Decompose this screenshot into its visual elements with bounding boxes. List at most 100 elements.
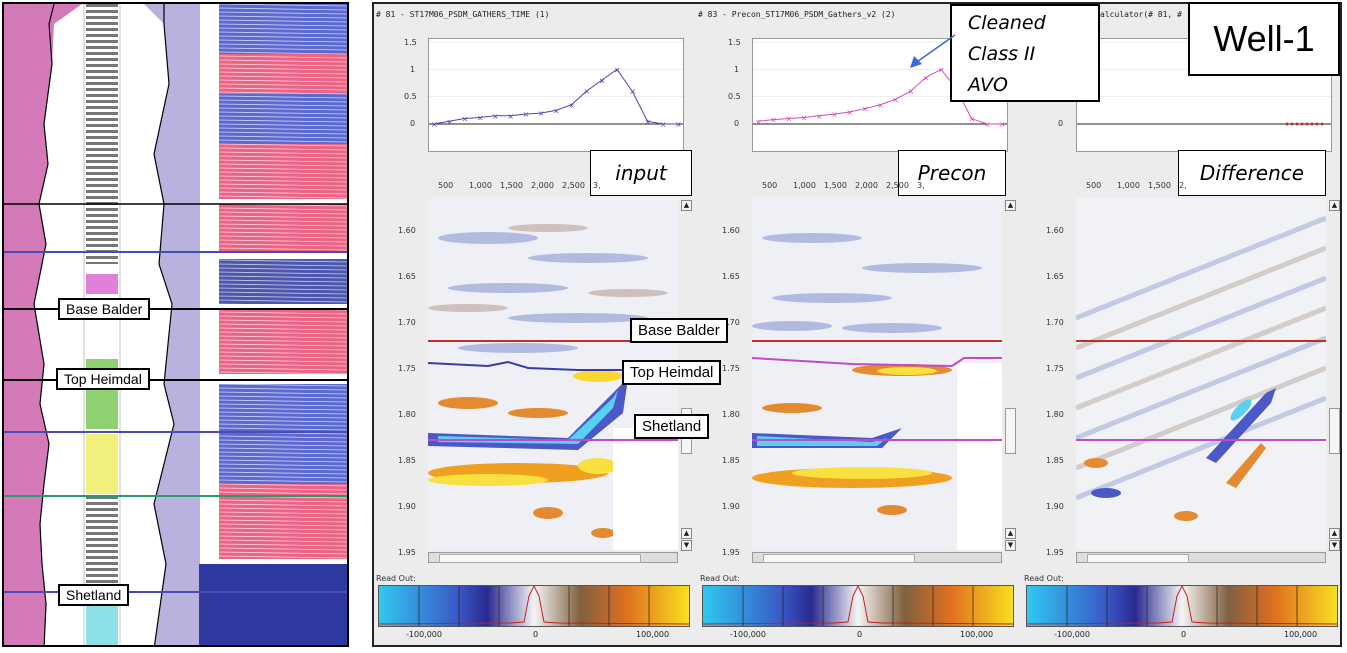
wiggle-trace [218, 179, 347, 183]
wiggle-trace [218, 63, 347, 67]
time-tick: 1.60 [722, 226, 740, 235]
wiggle-trace [218, 523, 347, 527]
avo-series-line [433, 68, 678, 125]
wiggle-trace [218, 23, 347, 27]
data-point: × [923, 74, 930, 83]
data-point: × [877, 101, 884, 110]
horizontal-scrollbar-thumb[interactable] [763, 554, 915, 563]
wiggle-trace [218, 535, 347, 539]
time-tick: 1.75 [1046, 364, 1064, 373]
wiggle-trace [218, 371, 347, 375]
wiggle-trace [218, 147, 347, 151]
vertical-scrollbar-thumb[interactable] [1329, 408, 1340, 454]
colorbar-wavelet [378, 584, 690, 626]
colorbar[interactable] [1026, 584, 1338, 627]
wiggle-trace [218, 183, 347, 187]
readout-label: Read Out: [700, 574, 740, 583]
horizontal-scrollbar[interactable] [1076, 552, 1326, 563]
offset-tick: 2,000 [855, 181, 878, 190]
wiggle-trace [218, 235, 347, 239]
wiggle-trace [218, 295, 347, 299]
scroll-down-button[interactable]: ▲ [1005, 528, 1016, 539]
colorbar-tick: -100,000 [730, 630, 766, 639]
wiggle-trace [218, 311, 347, 315]
time-tick: 1.95 [1046, 548, 1064, 557]
wiggle-trace [218, 387, 347, 391]
wiggle-trace [218, 227, 347, 231]
wiggle-trace [218, 487, 347, 491]
wiggle-trace [218, 123, 347, 127]
wiggle-trace [218, 127, 347, 131]
seismic-label-top-heimdal: Top Heimdal [622, 360, 722, 385]
wiggle-trace [218, 427, 347, 431]
horizontal-scrollbar-thumb[interactable] [439, 554, 641, 563]
wiggle-trace [218, 135, 347, 139]
readout-label: Read Out: [376, 574, 416, 583]
scroll-up-button[interactable]: ▲ [1329, 200, 1340, 211]
colorbar-tick: 100,000 [636, 630, 670, 639]
wiggle-trace [218, 275, 347, 279]
offset-tick: 2,000 [531, 181, 554, 190]
scroll-down-button[interactable]: ▼ [1005, 540, 1016, 551]
seismic-image-difference [1076, 198, 1326, 550]
wiggle-trace [218, 551, 347, 555]
data-point [1285, 122, 1289, 126]
scroll-up-button[interactable]: ▲ [1005, 200, 1016, 211]
amplitude-tick: 1.5 [728, 38, 741, 47]
wiggle-trace [218, 187, 347, 191]
data-point [1320, 122, 1324, 126]
scroll-down-button[interactable]: ▲ [681, 528, 692, 539]
scroll-down-button[interactable]: ▲ [1329, 528, 1340, 539]
colorbar[interactable] [378, 584, 690, 627]
vertical-scrollbar-thumb[interactable] [1005, 408, 1016, 454]
gather-title-input: # 81 - ST17M06_PSDM_GATHERS_TIME (1) [376, 10, 550, 19]
data-point: × [553, 106, 560, 115]
wiggle-trace [218, 171, 347, 175]
wiggle-trace [218, 443, 347, 447]
scroll-down-button[interactable]: ▼ [1329, 540, 1340, 551]
wiggle-trace [218, 475, 347, 479]
avo-curve-input: × × × × × × × × × × × × × × × × × [429, 41, 683, 129]
time-tick: 1.80 [398, 410, 416, 419]
wiggle-trace [218, 195, 347, 199]
scroll-down-button[interactable]: ▼ [681, 540, 692, 551]
wiggle-trace [218, 343, 347, 347]
seismic-section-difference[interactable] [1076, 198, 1326, 550]
wiggle-trace [218, 559, 347, 563]
wiggle-trace [218, 411, 347, 415]
readout-label: Read Out: [1024, 574, 1064, 583]
amplitude-tick: 1 [410, 65, 416, 74]
time-tick: 1.90 [722, 502, 740, 511]
wiggle-trace [218, 151, 347, 155]
wiggle-trace [218, 355, 347, 359]
wiggle-trace [218, 359, 347, 363]
wiggle-trace [218, 283, 347, 287]
wiggle-trace [218, 395, 347, 399]
data-point: × [599, 76, 606, 85]
horizontal-scrollbar-thumb[interactable] [1087, 554, 1189, 563]
offset-tick: 1,500 [1148, 181, 1171, 190]
data-point: × [847, 108, 854, 117]
offset-tick: 2, [1179, 181, 1187, 190]
colorbar[interactable] [702, 584, 1014, 627]
wiggle-trace [218, 7, 347, 11]
seismic-section-precon[interactable] [752, 198, 1002, 550]
horizontal-scrollbar[interactable] [752, 552, 1002, 563]
wiggle-trace [218, 231, 347, 235]
wiggle-trace [218, 455, 347, 459]
annotation-line: Cleaned [968, 12, 1046, 34]
wiggle-trace [218, 507, 347, 511]
wiggle-trace [218, 143, 347, 147]
data-point [1315, 122, 1319, 126]
wiggle-trace [218, 139, 347, 143]
colorbar-tick: 0 [857, 630, 863, 639]
wiggle-trace [218, 319, 347, 323]
wiggle-trace [218, 347, 347, 351]
time-tick: 1.60 [1046, 226, 1064, 235]
horizontal-scrollbar[interactable] [428, 552, 678, 563]
seismic-label-base-balder: Base Balder [630, 318, 728, 343]
data-point: × [492, 112, 499, 121]
scroll-up-button[interactable]: ▲ [681, 200, 692, 211]
seismic-image-precon [752, 198, 1002, 550]
wiggle-trace [218, 207, 347, 211]
